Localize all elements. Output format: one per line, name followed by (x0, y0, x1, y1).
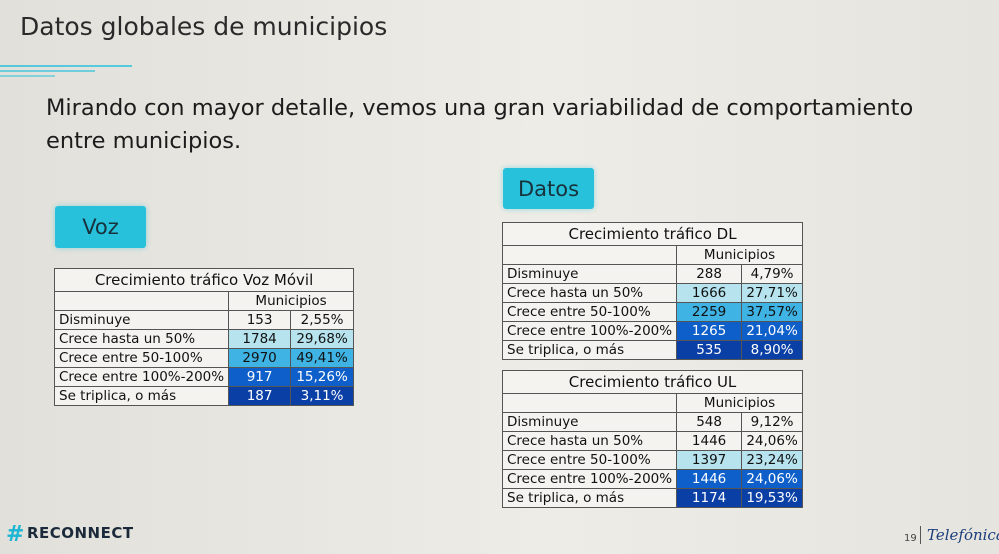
row-label: Se triplica, o más (53, 386, 230, 406)
row-count: 1784 (228, 329, 292, 349)
voz-table-corner (53, 291, 230, 311)
row-pct: 8,90% (741, 340, 804, 360)
row-count: 917 (228, 367, 292, 387)
table-row: Crece entre 50-100% 2970 49,41% (53, 348, 355, 368)
row-pct: 29,68% (290, 329, 355, 349)
row-label: Disminuye (501, 264, 678, 284)
table-row: Disminuye 153 2,55% (53, 310, 355, 330)
ul-table-corner (501, 393, 678, 413)
row-count: 1174 (676, 488, 743, 508)
row-label: Crece hasta un 50% (501, 283, 678, 303)
slide-title: Datos globales de municipios (20, 12, 388, 41)
row-count: 2259 (676, 302, 743, 322)
datos-label: Datos (503, 168, 594, 209)
table-row: Crece entre 100%-200% 1446 24,06% (501, 469, 804, 489)
row-count: 548 (676, 412, 743, 432)
table-row: Crece hasta un 50% 1666 27,71% (501, 283, 804, 303)
row-count: 1666 (676, 283, 743, 303)
row-label: Crece entre 50-100% (53, 348, 230, 368)
row-count: 2970 (228, 348, 292, 368)
ul-table-title: Crecimiento tráfico UL (501, 370, 804, 394)
table-row: Crece entre 50-100% 1397 23,24% (501, 450, 804, 470)
row-label: Se triplica, o más (501, 340, 678, 360)
row-label: Crece entre 100%-200% (501, 321, 678, 341)
title-underline-decoration (0, 65, 132, 77)
row-pct: 2,55% (290, 310, 355, 330)
reconnect-logo-text: RECONNECT (26, 524, 134, 542)
page-number: 19 (904, 533, 917, 544)
slide-subtitle: Mirando con mayor detalle, vemos una gra… (46, 95, 914, 154)
voz-label: Voz (55, 206, 146, 248)
dl-table-subheader: Municipios (676, 245, 804, 265)
row-pct: 9,12% (741, 412, 804, 432)
row-count: 1446 (676, 431, 743, 451)
table-row: Crece entre 50-100% 2259 37,57% (501, 302, 804, 322)
row-pct: 15,26% (290, 367, 355, 387)
voz-table: Crecimiento tráfico Voz Móvil Municipios… (53, 268, 355, 406)
row-label: Crece hasta un 50% (501, 431, 678, 451)
row-pct: 3,11% (290, 386, 355, 406)
row-pct: 49,41% (290, 348, 355, 368)
voz-table-title: Crecimiento tráfico Voz Móvil (53, 268, 355, 292)
telefonica-logo: Telefónica (920, 526, 999, 544)
table-row: Se triplica, o más 187 3,11% (53, 386, 355, 406)
row-label: Crece entre 50-100% (501, 450, 678, 470)
row-label: Disminuye (501, 412, 678, 432)
row-label: Crece entre 50-100% (501, 302, 678, 322)
row-label: Disminuye (53, 310, 230, 330)
dl-table-corner (501, 245, 678, 265)
dl-table-title: Crecimiento tráfico DL (501, 222, 804, 246)
table-row: Crece entre 100%-200% 917 15,26% (53, 367, 355, 387)
table-row: Crece hasta un 50% 1446 24,06% (501, 431, 804, 451)
row-pct: 23,24% (741, 450, 804, 470)
row-pct: 24,06% (741, 431, 804, 451)
row-pct: 24,06% (741, 469, 804, 489)
table-row: Se triplica, o más 1174 19,53% (501, 488, 804, 508)
row-count: 288 (676, 264, 743, 284)
table-row: Disminuye 288 4,79% (501, 264, 804, 284)
table-row: Crece hasta un 50% 1784 29,68% (53, 329, 355, 349)
ul-table: Crecimiento tráfico UL Municipios Dismin… (501, 370, 804, 508)
voz-table-subheader: Municipios (228, 291, 355, 311)
hash-icon: # (6, 522, 25, 547)
row-count: 1397 (676, 450, 743, 470)
row-count: 535 (676, 340, 743, 360)
table-row: Se triplica, o más 535 8,90% (501, 340, 804, 360)
row-pct: 27,71% (741, 283, 804, 303)
row-count: 187 (228, 386, 292, 406)
row-label: Crece entre 100%-200% (53, 367, 230, 387)
row-label: Crece entre 100%-200% (501, 469, 678, 489)
row-count: 1446 (676, 469, 743, 489)
dl-table: Crecimiento tráfico DL Municipios Dismin… (501, 222, 804, 360)
row-pct: 37,57% (741, 302, 804, 322)
table-row: Disminuye 548 9,12% (501, 412, 804, 432)
row-pct: 19,53% (741, 488, 804, 508)
row-count: 1265 (676, 321, 743, 341)
row-pct: 4,79% (741, 264, 804, 284)
table-row: Crece entre 100%-200% 1265 21,04% (501, 321, 804, 341)
reconnect-logo: # RECONNECT (6, 522, 134, 547)
row-label: Se triplica, o más (501, 488, 678, 508)
row-count: 153 (228, 310, 292, 330)
ul-table-subheader: Municipios (676, 393, 804, 413)
row-label: Crece hasta un 50% (53, 329, 230, 349)
row-pct: 21,04% (741, 321, 804, 341)
